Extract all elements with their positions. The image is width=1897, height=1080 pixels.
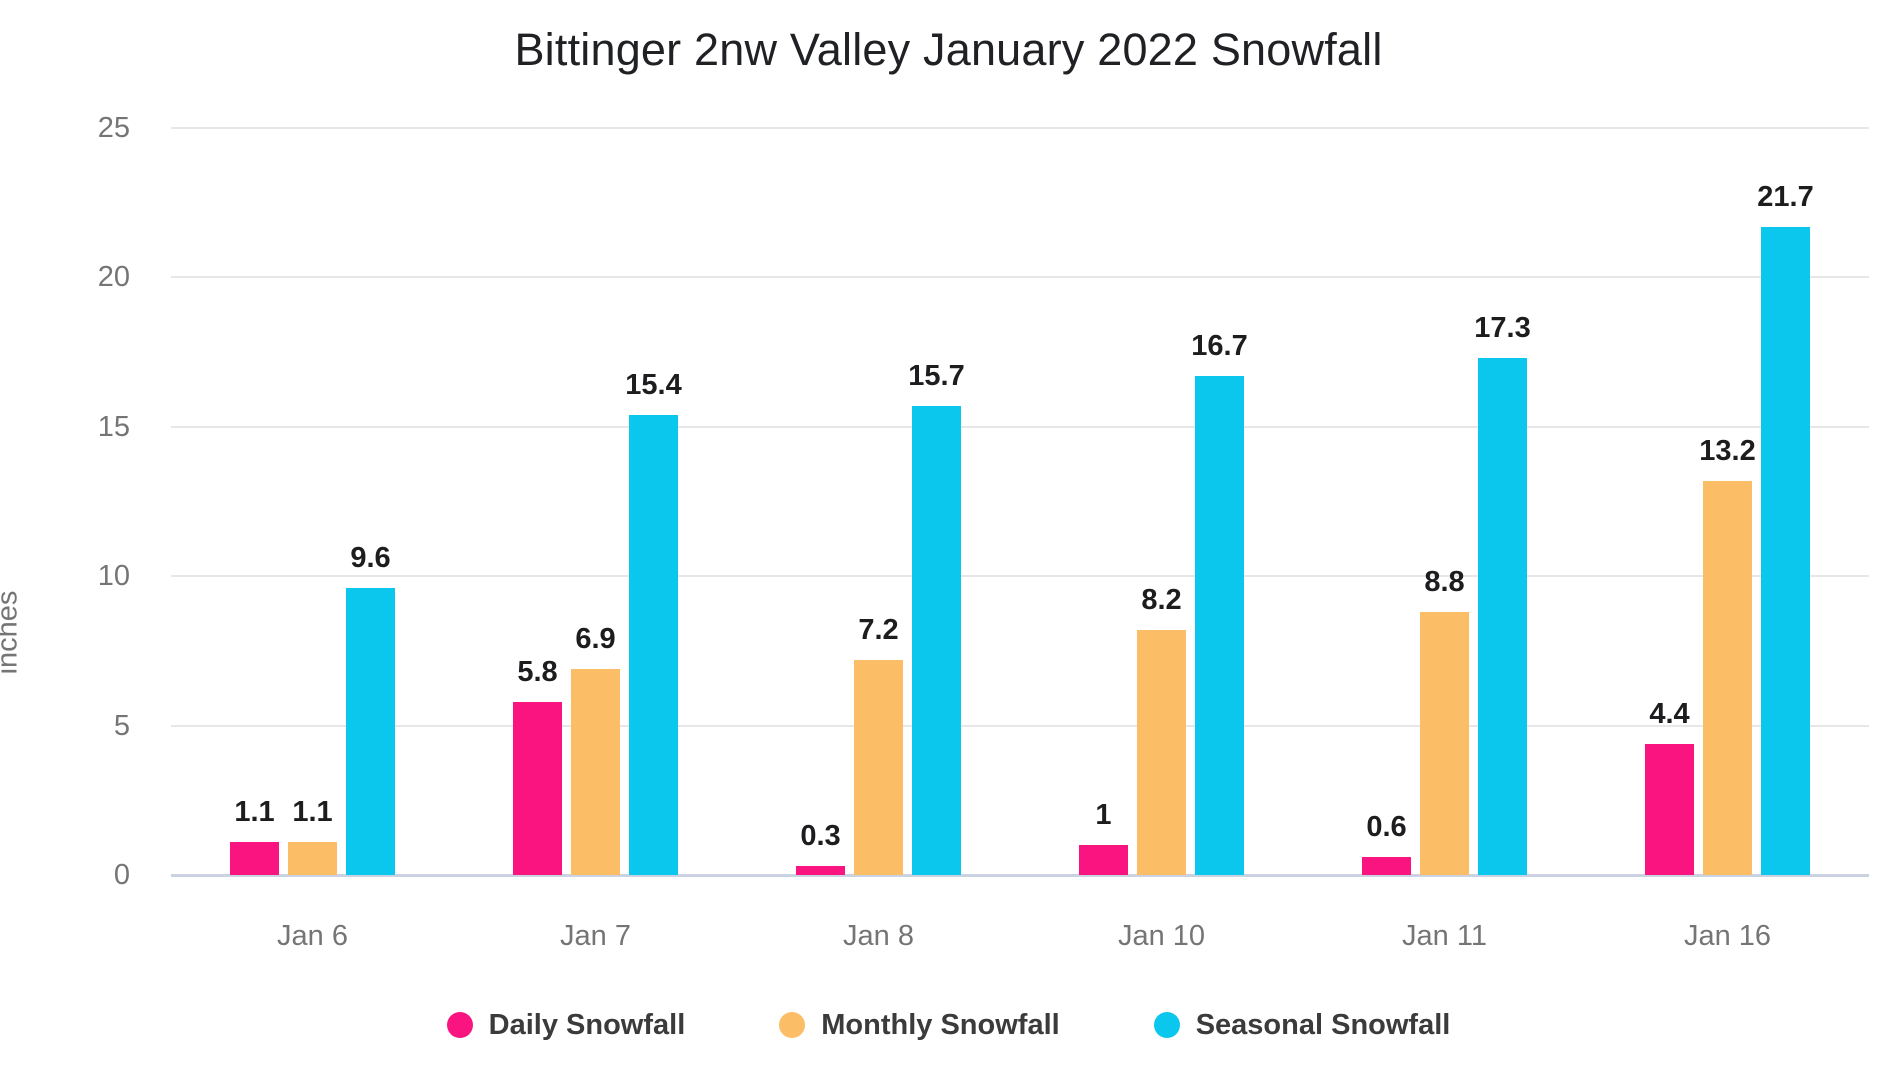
y-tick-label-20: 20 [97,261,130,294]
bar-daily-snowfall-jan-10 [1079,845,1128,875]
gridline-20 [171,276,1869,279]
bar-seasonal-snowfall-jan-8 [912,405,961,875]
bar-seasonal-snowfall-jan-11 [1478,358,1527,875]
value-label-seasonal-snowfall-jan-8: 15.7 [908,359,965,392]
x-tick-label-jan-10: Jan 10 [1117,920,1206,952]
value-label-monthly-snowfall-jan-7: 6.9 [575,622,616,655]
value-label-monthly-snowfall-jan-10: 8.2 [1141,583,1182,616]
legend-item-daily-snowfall: Daily Snowfall [446,1008,686,1042]
bar-seasonal-snowfall-jan-7 [629,414,678,875]
gridline-25 [171,127,1869,129]
gridline-10 [171,575,1869,578]
legend-marker-daily-snowfall [446,1012,473,1038]
x-tick-label-jan-6: Jan 6 [277,920,348,952]
gridline-15 [171,425,1869,428]
value-label-monthly-snowfall-jan-11: 8.8 [1424,566,1465,599]
value-label-daily-snowfall-jan-7: 5.8 [517,655,558,688]
bar-seasonal-snowfall-jan-16 [1761,226,1810,875]
legend-marker-seasonal-snowfall [1153,1012,1180,1038]
y-tick-label-25: 25 [97,112,130,144]
x-tick-label-jan-16: Jan 16 [1683,920,1772,952]
value-label-seasonal-snowfall-jan-16: 21.7 [1757,180,1814,213]
value-label-daily-snowfall-jan-6: 1.1 [234,796,275,829]
y-tick-label-10: 10 [97,560,130,593]
value-label-daily-snowfall-jan-8: 0.3 [800,820,841,853]
plot-area: inches 0 5 10 15 20 25 Jan 6 1.1 1.1 9.6 Jan 7 5.8 6… [0,112,1869,952]
value-label-daily-snowfall-jan-10: 1 [1095,799,1112,832]
bar-daily-snowfall-jan-16 [1645,743,1694,875]
x-tick-label-jan-7: Jan 7 [560,920,631,952]
bar-daily-snowfall-jan-11 [1362,857,1411,875]
value-label-monthly-snowfall-jan-16: 13.2 [1699,434,1756,467]
value-label-daily-snowfall-jan-16: 4.4 [1649,697,1690,730]
value-label-seasonal-snowfall-jan-6: 9.6 [350,542,391,575]
value-label-seasonal-snowfall-jan-11: 17.3 [1474,312,1531,345]
x-tick-label-jan-8: Jan 8 [843,920,914,952]
bar-monthly-snowfall-jan-8 [854,659,903,875]
bar-monthly-snowfall-jan-10 [1137,629,1186,875]
value-label-seasonal-snowfall-jan-10: 16.7 [1191,330,1248,363]
value-label-seasonal-snowfall-jan-7: 15.4 [625,368,682,401]
legend-label-seasonal-snowfall: Seasonal Snowfall [1195,1008,1451,1041]
bar-monthly-snowfall-jan-7 [571,668,620,875]
chart-legend: Daily Snowfall Monthly Snowfall Seasonal S… [0,1003,1897,1047]
bar-monthly-snowfall-jan-16 [1703,480,1752,875]
legend-marker-monthly-snowfall [779,1012,806,1038]
bar-seasonal-snowfall-jan-10 [1195,376,1244,875]
legend-item-monthly-snowfall: Monthly Snowfall [779,1008,1060,1042]
value-label-daily-snowfall-jan-11: 0.6 [1366,811,1407,844]
y-tick-label-5: 5 [113,709,130,742]
bar-monthly-snowfall-jan-6 [288,842,337,875]
x-tick-label-jan-11: Jan 11 [1402,920,1487,952]
bar-monthly-snowfall-jan-11 [1420,612,1469,875]
legend-label-monthly-snowfall: Monthly Snowfall [821,1008,1060,1041]
legend-item-seasonal-snowfall: Seasonal Snowfall [1153,1008,1451,1042]
y-tick-label-0: 0 [113,859,130,891]
bar-daily-snowfall-jan-8 [796,866,845,875]
gridline-5 [171,724,1869,727]
bar-daily-snowfall-jan-7 [513,701,562,875]
value-label-monthly-snowfall-jan-6: 1.1 [292,796,333,829]
x-axis-line [171,874,1869,877]
bar-seasonal-snowfall-jan-6 [346,588,395,875]
legend-label-daily-snowfall: Daily Snowfall [488,1008,686,1041]
y-tick-label-15: 15 [97,410,130,443]
bar-daily-snowfall-jan-6 [230,842,279,875]
value-label-monthly-snowfall-jan-8: 7.2 [858,613,899,646]
chart-title: Bittinger 2nw Valley January 2022 Snowfa… [514,24,1383,75]
